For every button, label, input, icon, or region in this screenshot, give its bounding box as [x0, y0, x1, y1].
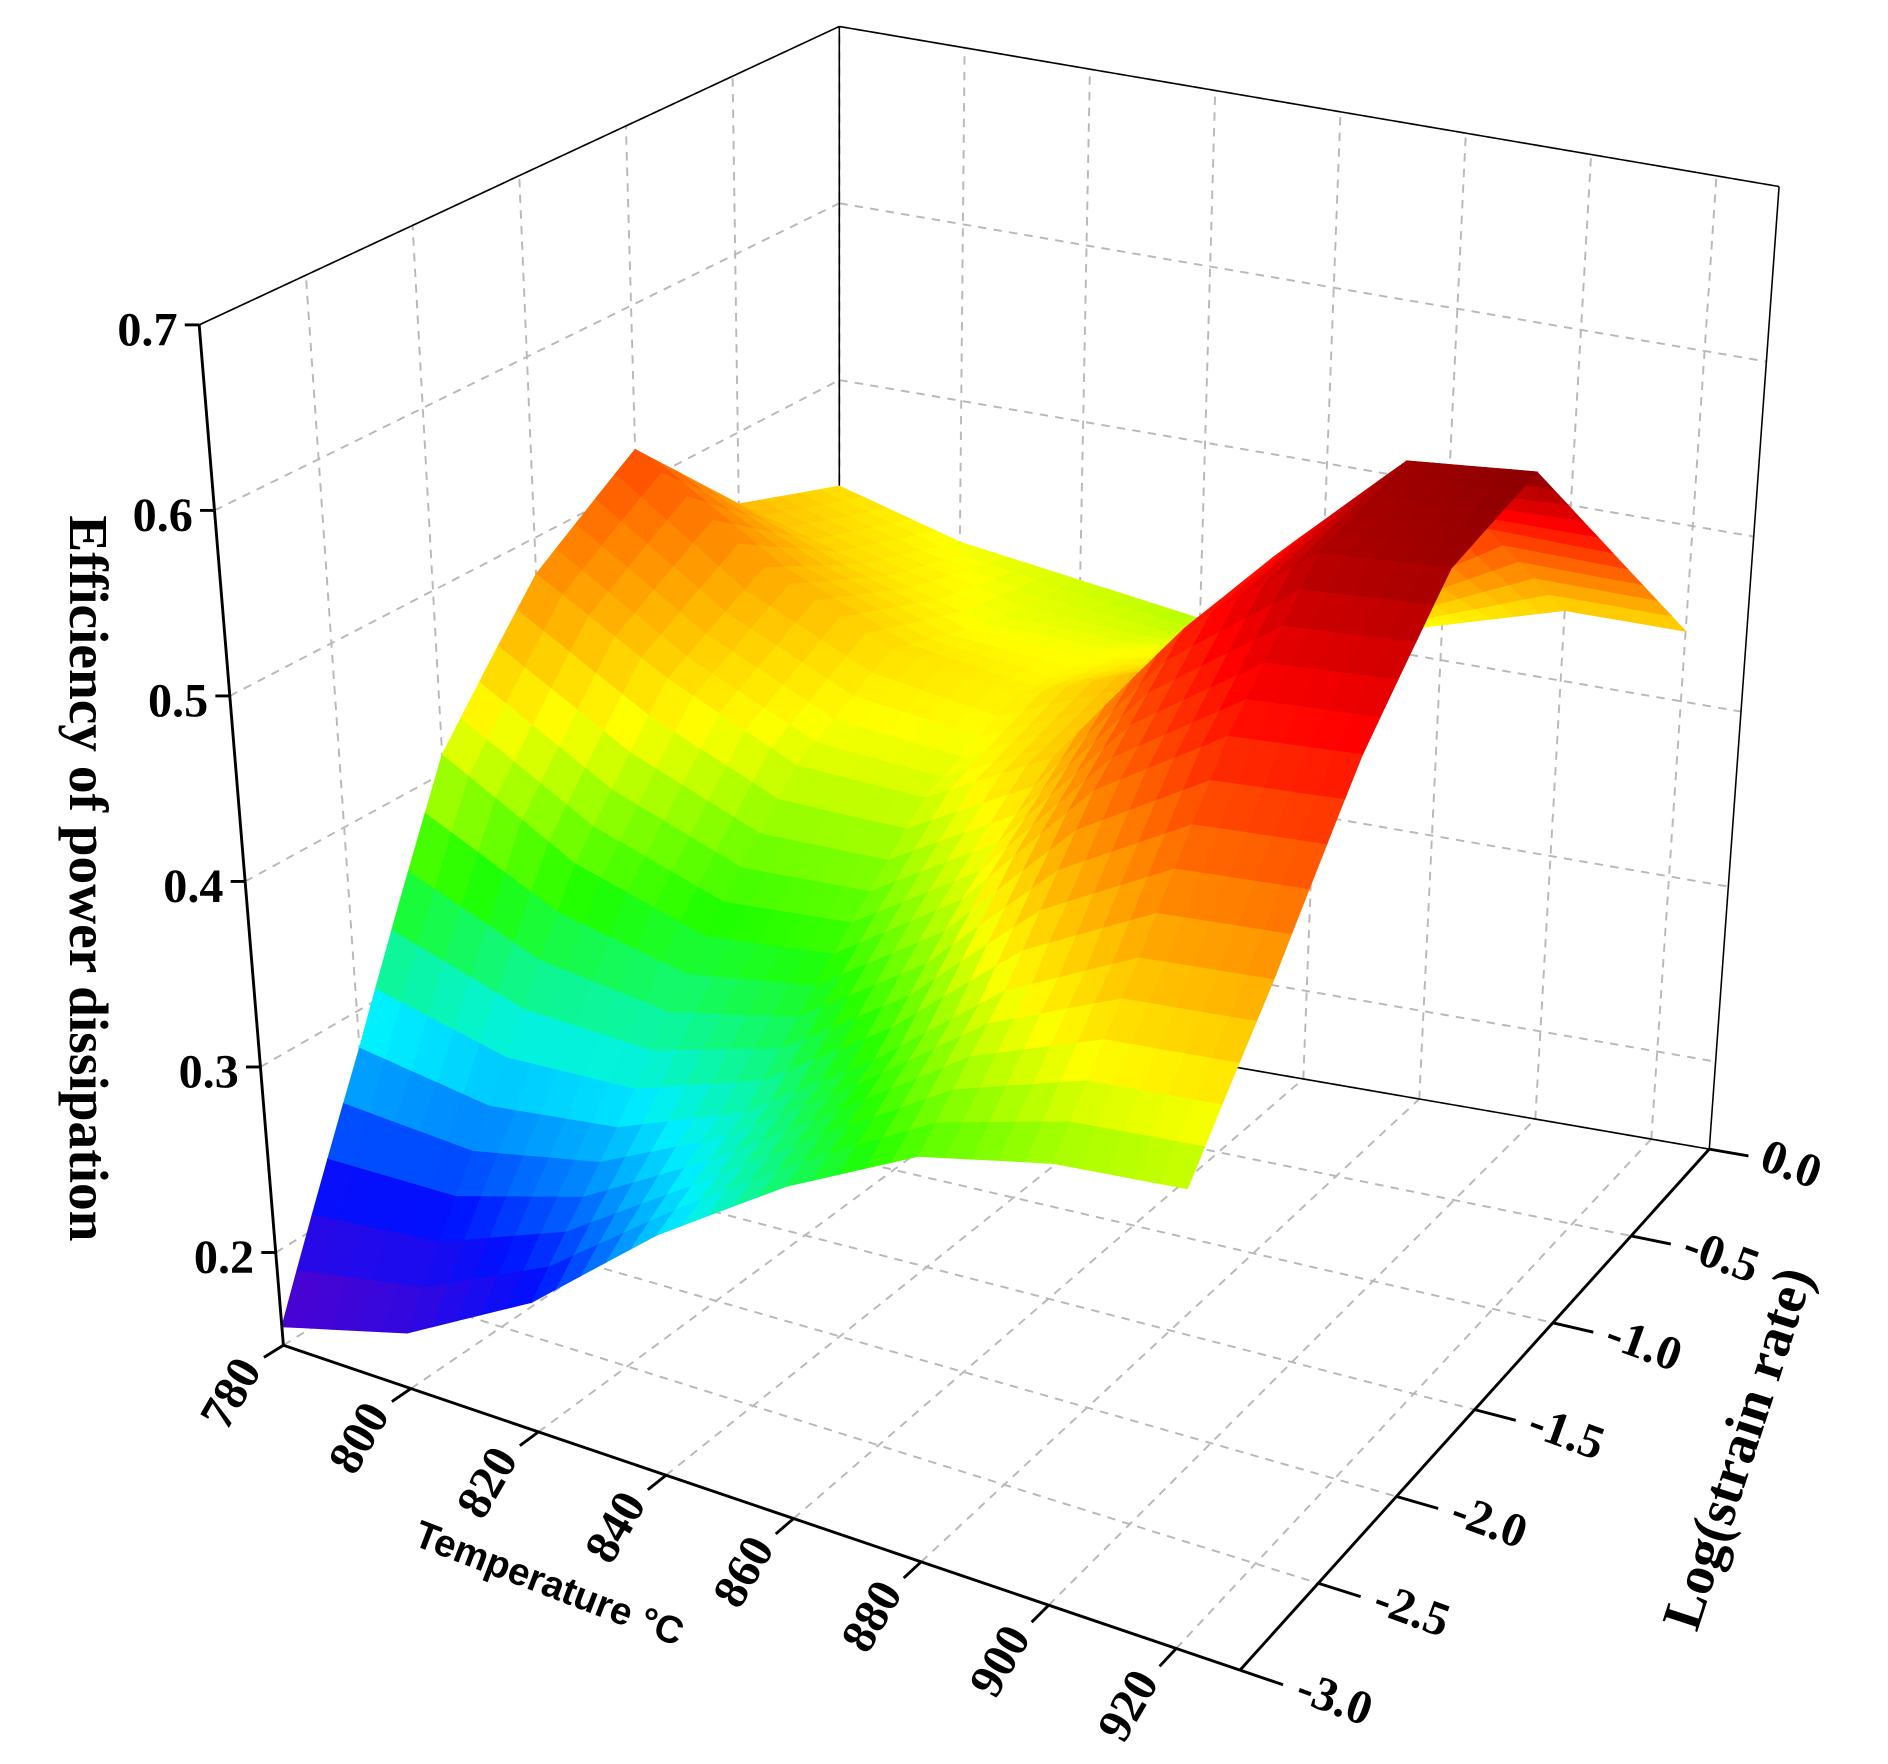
y-tick [1709, 1147, 1749, 1158]
grid-line [518, 175, 563, 1173]
x-tick [646, 1474, 667, 1491]
grid-line [1302, 111, 1342, 1079]
y-tick [1317, 1581, 1362, 1598]
x-tick [1030, 1604, 1050, 1624]
grid-line [653, 1113, 1554, 1324]
x-tick [902, 1560, 923, 1580]
grid-line [229, 379, 840, 697]
grid-line [839, 732, 1729, 888]
x-tick [774, 1517, 795, 1536]
grid-line [746, 1055, 1632, 1237]
grid-line [468, 1228, 1397, 1498]
x-tick [263, 1344, 285, 1359]
y-tick [1239, 1668, 1284, 1687]
box-edge [839, 25, 1780, 188]
x-tick-label: 900 [959, 1616, 1041, 1705]
y-tick [1396, 1495, 1439, 1510]
y-tick-label: -3.0 [1290, 1661, 1380, 1737]
y-tick [1474, 1408, 1517, 1422]
z-tick-label: 0.5 [148, 675, 208, 728]
x-tick [518, 1430, 540, 1447]
grid-line [839, 202, 1767, 363]
z-tick-label: 0.4 [163, 860, 223, 913]
y-tick-label: 0.0 [1754, 1129, 1829, 1199]
y-tick [1630, 1234, 1672, 1246]
y-tick-label: -0.5 [1677, 1218, 1767, 1294]
z-tick-label: 0.3 [179, 1046, 239, 1099]
x-axis [282, 1343, 1241, 1672]
grid-line [839, 379, 1754, 538]
grid-line [214, 202, 840, 512]
y-tick [1552, 1321, 1594, 1334]
grid-line [1650, 175, 1718, 1140]
x-tick [391, 1387, 412, 1403]
z-axis-title: Efficiency of power dissipation [58, 515, 119, 1241]
x-tick [1158, 1647, 1178, 1668]
y-tick-label: -1.0 [1599, 1306, 1689, 1382]
z-tick-label: 0.7 [117, 304, 177, 357]
x-axis-title: Temperature °C [409, 1513, 690, 1655]
x-tick-label: 880 [831, 1572, 913, 1661]
z-tick-label: 0.2 [194, 1231, 254, 1284]
y-tick-label: -2.5 [1367, 1572, 1457, 1648]
grid-line [1418, 133, 1467, 1100]
box-edge [198, 25, 840, 326]
grid-line [1534, 154, 1593, 1120]
x-tick-label: 860 [703, 1527, 785, 1616]
x-tick-label: 920 [1087, 1661, 1169, 1750]
x-tick-label: 780 [190, 1349, 272, 1438]
x-tick-label: 800 [318, 1393, 400, 1482]
grid-line [375, 1286, 1319, 1585]
y-tick-label: -1.5 [1522, 1395, 1612, 1471]
y-tick-label: -2.0 [1445, 1483, 1535, 1559]
surface-patch [1159, 1141, 1206, 1190]
x-tick-label: 820 [446, 1438, 528, 1527]
box-edge [1708, 186, 1780, 1150]
z-tick-label: 0.6 [133, 489, 193, 542]
x-tick-label: 840 [574, 1483, 656, 1572]
grid-line [304, 275, 378, 1288]
grid-line [411, 225, 470, 1230]
z-axis [197, 324, 285, 1346]
y-axis-title: Log(strain rate) [1650, 1260, 1824, 1637]
